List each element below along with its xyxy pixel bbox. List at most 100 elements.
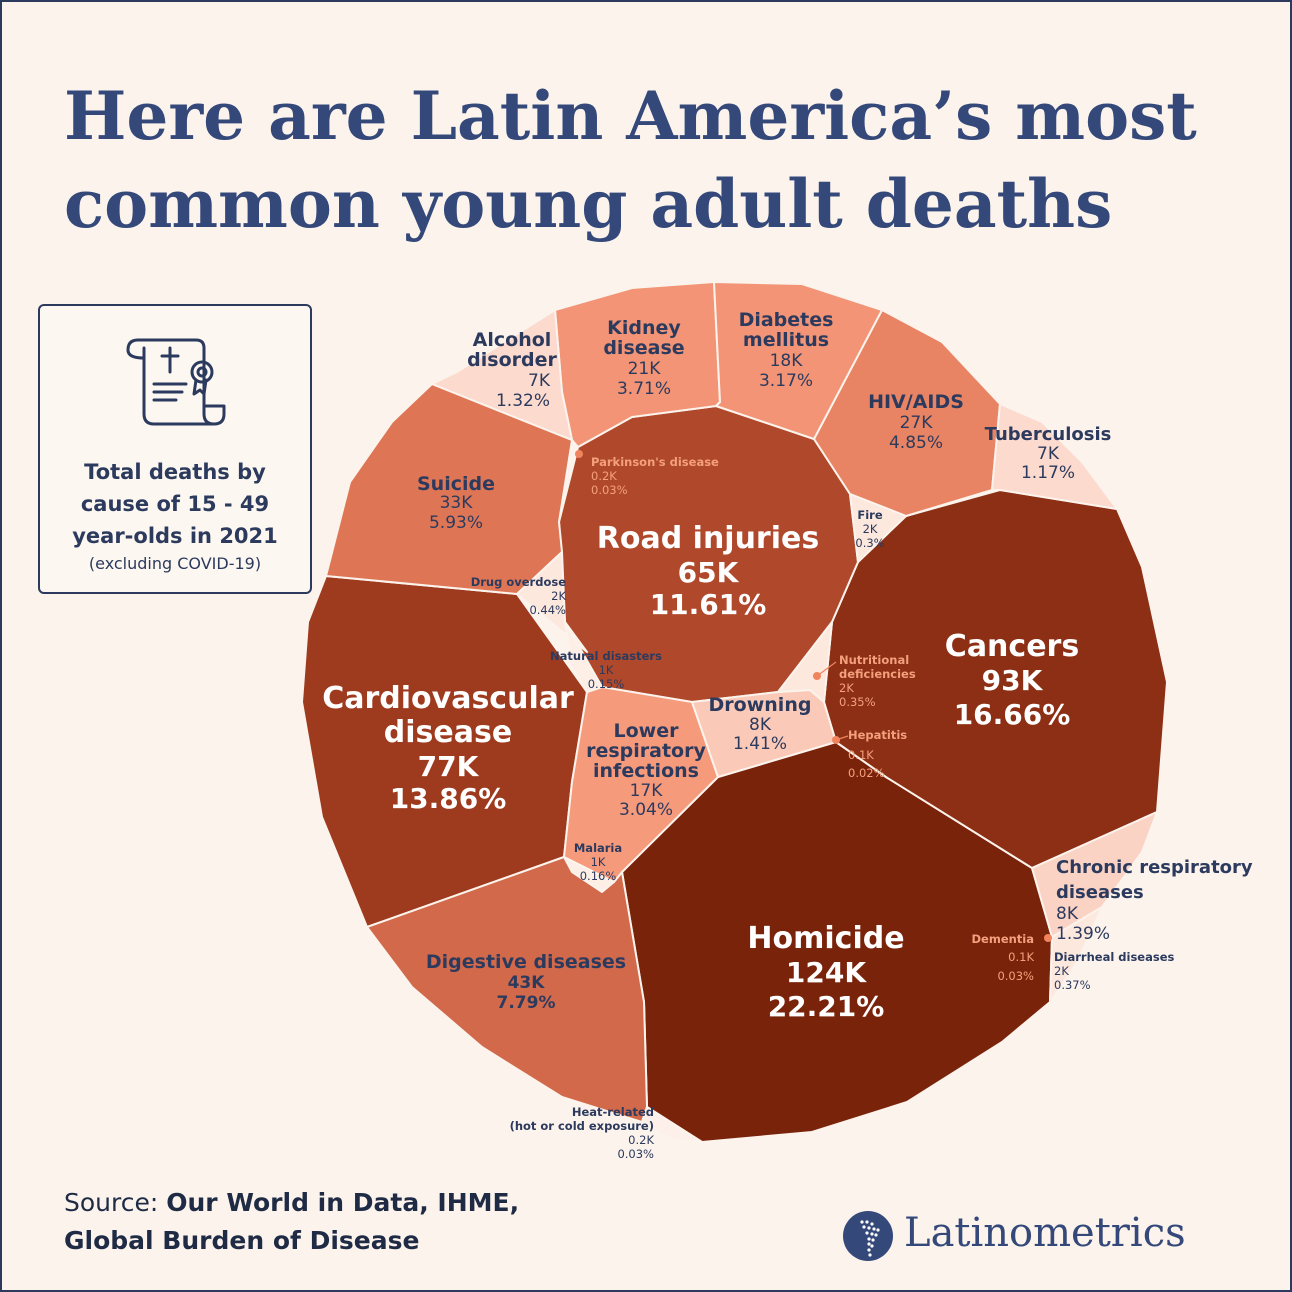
label-heat-share: 0.03% (617, 1147, 654, 1161)
label-tuberculosis-share: 1.17% (1021, 463, 1075, 483)
source-note: Source: Our World in Data, IHME, Global … (64, 1184, 704, 1260)
label-diabetes-line2: mellitus (743, 329, 829, 351)
label-fire-value: 2K (863, 522, 878, 536)
label-suicide-share: 5.93% (429, 513, 483, 533)
cell-hiv (813, 309, 1001, 517)
label-diarrheal-value: 2K (1054, 964, 1069, 978)
label-lri-share: 3.04% (619, 800, 673, 820)
label-alcohol-share: 1.32% (496, 391, 550, 411)
label-natural-disasters-name: Natural disasters (550, 649, 662, 663)
leader-hepatitis (835, 735, 849, 741)
label-hiv-value: 27K (900, 413, 934, 433)
label-malaria-value: 1K (591, 855, 606, 869)
label-chronic-resp-value: 8K (1056, 904, 1079, 924)
cell-malaria (563, 856, 615, 893)
latin-america-map-logo-icon (843, 1211, 893, 1261)
certificate-scroll-icon (126, 338, 226, 426)
label-kidney-line1: Kidney (607, 317, 681, 339)
label-chronic-resp-line2: diseases (1056, 882, 1144, 903)
label-malaria-name: Malaria (574, 841, 622, 855)
info-box-title: Total deaths by cause of 15 - 49 year-ol… (72, 460, 278, 548)
label-cardiovascular-share: 13.86% (390, 782, 507, 815)
cell-chronic-respiratory (1031, 811, 1158, 938)
label-road-injuries-name: Road injuries (597, 521, 819, 556)
label-hepatitis-share: 0.02% (848, 766, 885, 780)
label-cardiovascular-line1: Cardiovascular (322, 681, 574, 716)
cell-natural-disasters (564, 621, 603, 693)
label-homicide-value: 124K (786, 956, 867, 989)
label-fire-name: Fire (857, 508, 882, 522)
label-chronic-resp-share: 1.39% (1056, 924, 1110, 944)
label-hiv-share: 4.85% (889, 433, 943, 453)
source-line-1: Our World in Data, IHME, (166, 1188, 520, 1217)
label-nutritional-line1: Nutritional (839, 653, 909, 667)
info-box: Total deaths by cause of 15 - 49 year-ol… (38, 304, 312, 594)
label-suicide-name: Suicide (417, 473, 495, 495)
brand-name: Latinometrics (904, 1210, 1186, 1256)
label-diarrheal-name: Diarrheal diseases (1054, 950, 1175, 964)
label-natural-disasters-value: 1K (599, 663, 614, 677)
cell-fire (849, 493, 907, 563)
label-road-injuries-value: 65K (678, 556, 740, 589)
label-alcohol-value: 7K (528, 371, 551, 391)
label-fire-share: 0.3% (855, 536, 884, 550)
label-drowning-share: 1.41% (733, 734, 787, 754)
label-tuberculosis-value: 7K (1037, 444, 1060, 464)
label-malaria-share: 0.16% (580, 869, 617, 883)
label-diarrheal-share: 0.37% (1054, 978, 1091, 992)
label-alcohol-line2: disorder (467, 349, 557, 371)
label-diabetes-share: 3.17% (759, 371, 813, 391)
label-dementia-name: Dementia (971, 932, 1034, 946)
label-lri-line3: infections (593, 760, 699, 782)
label-hepatitis-value: 0.1K (848, 748, 874, 762)
marker-dementia (1044, 934, 1052, 942)
cell-diarrheal (1049, 906, 1103, 1003)
label-drowning-name: Drowning (709, 694, 812, 716)
label-drug-overdose-value: 2K (551, 589, 566, 603)
label-dementia-share: 0.03% (997, 969, 1034, 983)
info-box-subtitle: (excluding COVID-19) (88, 554, 262, 573)
label-cardiovascular-value: 77K (418, 750, 480, 783)
label-road-injuries-share: 11.61% (650, 588, 767, 621)
label-kidney-value: 21K (628, 359, 662, 379)
label-chronic-resp-line1: Chronic respiratory (1056, 857, 1253, 878)
label-lri-value: 17K (630, 781, 664, 801)
label-parkinsons-value: 0.2K (591, 469, 617, 483)
label-kidney-share: 3.71% (617, 379, 671, 399)
label-tuberculosis-name: Tuberculosis (985, 424, 1112, 445)
cell-alcohol (431, 309, 573, 441)
label-parkinsons-share: 0.03% (591, 483, 628, 497)
label-nutritional-value: 2K (839, 681, 854, 695)
label-heat-line1: Heat-related (572, 1105, 654, 1119)
label-kidney-line2: disease (603, 337, 684, 359)
label-digestive-name: Digestive diseases (426, 951, 626, 973)
label-parkinsons-name: Parkinson's disease (591, 455, 719, 469)
cell-nutritional (777, 621, 833, 703)
label-cancers-name: Cancers (945, 629, 1079, 664)
label-hepatitis-name: Hepatitis (848, 728, 907, 742)
label-natural-disasters-share: 0.15% (588, 677, 625, 691)
label-digestive-value: 43K (508, 973, 546, 993)
label-dementia-value: 0.1K (1008, 950, 1034, 964)
label-cancers-share: 16.66% (954, 698, 1071, 731)
source-prefix: Source: (64, 1188, 167, 1217)
label-heat-value: 0.2K (628, 1133, 654, 1147)
label-drug-overdose-share: 0.44% (529, 603, 566, 617)
label-heat-line2: (hot or cold exposure) (510, 1119, 654, 1133)
brand-logo: Latinometrics (842, 1208, 1252, 1264)
label-nutritional-line2: deficiencies (839, 667, 916, 681)
label-suicide-value: 33K (440, 493, 474, 513)
label-nutritional-share: 0.35% (839, 695, 876, 709)
marker-parkinsons (575, 450, 583, 458)
label-digestive-share: 7.79% (497, 993, 556, 1013)
label-drowning-value: 8K (749, 715, 772, 735)
label-cardiovascular-line2: disease (384, 715, 512, 750)
label-lri-line2: respiratory (586, 740, 706, 762)
label-homicide-share: 22.21% (768, 990, 885, 1023)
cell-tuberculosis (991, 403, 1118, 510)
label-homicide-name: Homicide (747, 921, 904, 956)
label-alcohol-line1: Alcohol (473, 329, 552, 351)
title-line-2: common young adult deaths (64, 165, 1113, 243)
